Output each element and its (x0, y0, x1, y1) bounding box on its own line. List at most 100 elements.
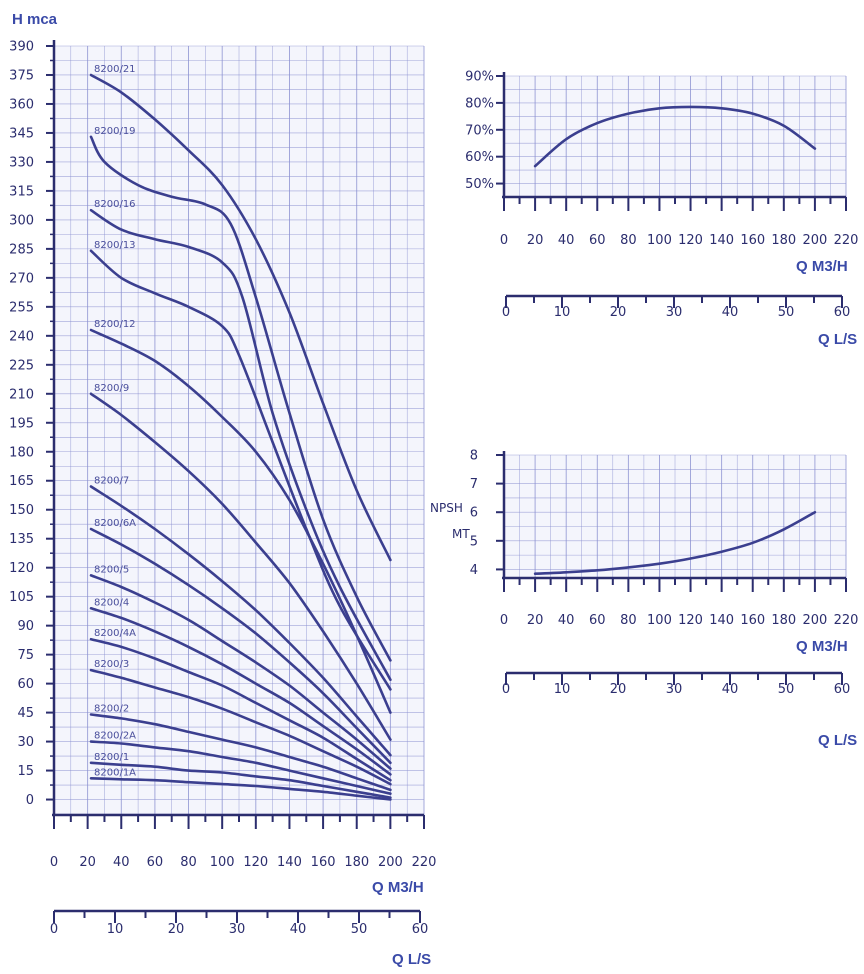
main-x-tick-label: 60 (147, 855, 164, 870)
npsh-y-axis-title-line2: MT (452, 527, 470, 541)
curve-label: 8200/1A (94, 767, 136, 778)
main-y-tick-label: 180 (9, 445, 34, 460)
main-y-tick-label: 270 (9, 271, 34, 286)
curve-label: 8200/9 (94, 383, 129, 394)
main-series-line (89, 740, 392, 795)
eff-x-tick-label: 180 (771, 233, 796, 248)
main-x-tick-label: 200 (378, 855, 403, 870)
curve-label: 8200/19 (94, 126, 136, 137)
eff-x-tick-label: 40 (558, 233, 575, 248)
eff-x2-axis-title: Q L/S (818, 331, 857, 348)
main-y-tick-label: 300 (9, 213, 34, 228)
main-x2-tick-label: 40 (290, 922, 307, 937)
eff-x-tick-label: 80 (620, 233, 637, 248)
main-x2-tick-label: 20 (168, 922, 185, 937)
main-x-tick-label: 120 (243, 855, 268, 870)
main-x2-tick-label: 60 (412, 922, 429, 937)
eff-y-tick-label: 70% (465, 123, 494, 138)
npsh-x-tick-label: 0 (500, 613, 508, 628)
main-series-line (89, 328, 392, 714)
main-series-line (89, 574, 392, 770)
main-y-tick-label: 120 (9, 561, 34, 576)
eff-x-tick-label: 20 (527, 233, 544, 248)
npsh-x2-tick-label: 20 (610, 682, 627, 697)
main-x-tick-label: 160 (311, 855, 336, 870)
main-y-tick-label: 375 (9, 68, 34, 83)
npsh-x-tick-label: 140 (709, 613, 734, 628)
eff-x-tick-label: 60 (589, 233, 606, 248)
npsh-x-axis-title: Q M3/H (796, 638, 848, 655)
npsh-x-tick-label: 100 (647, 613, 672, 628)
main-y-tick-label: 45 (17, 706, 34, 721)
main-series-line (89, 761, 392, 799)
eff-y-tick-label: 80% (465, 96, 494, 111)
main-series-line (89, 485, 392, 757)
main-series-line (89, 637, 392, 782)
x-axis-title: Q M3/H (372, 879, 424, 896)
main-y-tick-label: 255 (9, 300, 34, 315)
y-axis-title: H mca (12, 11, 58, 28)
main-y-tick-label: 30 (17, 735, 34, 750)
eff-x2-tick-label: 30 (666, 305, 683, 320)
eff-x2-tick-label: 0 (502, 305, 510, 320)
eff-x-tick-label: 0 (500, 233, 508, 248)
eff-x-tick-label: 160 (740, 233, 765, 248)
npsh-y-tick-label: 8 (470, 449, 478, 464)
main-y-tick-label: 15 (17, 764, 34, 779)
curve-label: 8200/6A (94, 518, 136, 529)
npsh-y-tick-label: 7 (470, 477, 478, 492)
main-y-tick-label: 75 (17, 648, 34, 663)
eff-x2-tick-label: 50 (778, 305, 795, 320)
eff-x-axis-title: Q M3/H (796, 258, 848, 275)
efficiency-chart: Q M3/H Q L/S η 0204060801001201401601802… (465, 70, 858, 349)
eff-x2-tick-label: 10 (554, 305, 571, 320)
main-y-tick-label: 240 (9, 329, 34, 344)
curve-label: 8200/2 (94, 704, 129, 715)
main-x-tick-label: 0 (50, 855, 58, 870)
eff-x-tick-label: 120 (678, 233, 703, 248)
main-y-tick-label: 285 (9, 242, 34, 257)
main-y-tick-label: 150 (9, 503, 34, 518)
curve-label: 8200/12 (94, 319, 136, 330)
main-y-tick-label: 90 (17, 619, 34, 634)
npsh-x2-tick-label: 40 (722, 682, 739, 697)
main-series-line (89, 135, 392, 662)
main-series-line (89, 73, 392, 562)
npsh-y-axis-title-line1: NPSH (430, 501, 463, 515)
npsh-y-tick-label: 6 (470, 506, 478, 521)
curve-label: 8200/7 (94, 476, 129, 487)
npsh-x-tick-label: 80 (620, 613, 637, 628)
main-series-line (89, 668, 392, 786)
main-x2-tick-label: 0 (50, 922, 58, 937)
main-y-tick-label: 390 (9, 40, 34, 55)
eff-y-tick-label: 60% (465, 150, 494, 165)
npsh-x2-axis-title: Q L/S (818, 732, 857, 749)
npsh-x2-tick-label: 30 (666, 682, 683, 697)
eff-x2-tick-label: 40 (722, 305, 739, 320)
curve-label: 8200/4A (94, 628, 136, 639)
npsh-x-tick-label: 120 (678, 613, 703, 628)
curve-label: 8200/3 (94, 659, 129, 670)
main-y-tick-label: 195 (9, 416, 34, 431)
npsh-x-tick-label: 40 (558, 613, 575, 628)
npsh-x-tick-label: 180 (771, 613, 796, 628)
curve-label: 8200/16 (94, 199, 136, 210)
main-x-tick-label: 20 (79, 855, 96, 870)
main-x-tick-label: 180 (344, 855, 369, 870)
main-series-line (89, 527, 392, 765)
main-x2-tick-label: 50 (351, 922, 368, 937)
main-series-line (89, 713, 392, 792)
eff-series-line (533, 105, 817, 168)
main-y-tick-label: 165 (9, 474, 34, 489)
npsh-x2-tick-label: 0 (502, 682, 510, 697)
npsh-x-tick-label: 160 (740, 613, 765, 628)
head-flow-chart: H mca Q M3/H Q L/S 0 20 40 60 80 100 120 140 160… (9, 11, 436, 968)
curve-label: 8200/21 (94, 64, 136, 75)
npsh-x2-tick-label: 50 (778, 682, 795, 697)
curve-label: 8200/1 (94, 752, 129, 763)
main-x-tick-label: 80 (180, 855, 197, 870)
npsh-series-line (533, 510, 817, 575)
main-y-tick-label: 135 (9, 532, 34, 547)
npsh-y-tick-label: 5 (470, 534, 478, 549)
